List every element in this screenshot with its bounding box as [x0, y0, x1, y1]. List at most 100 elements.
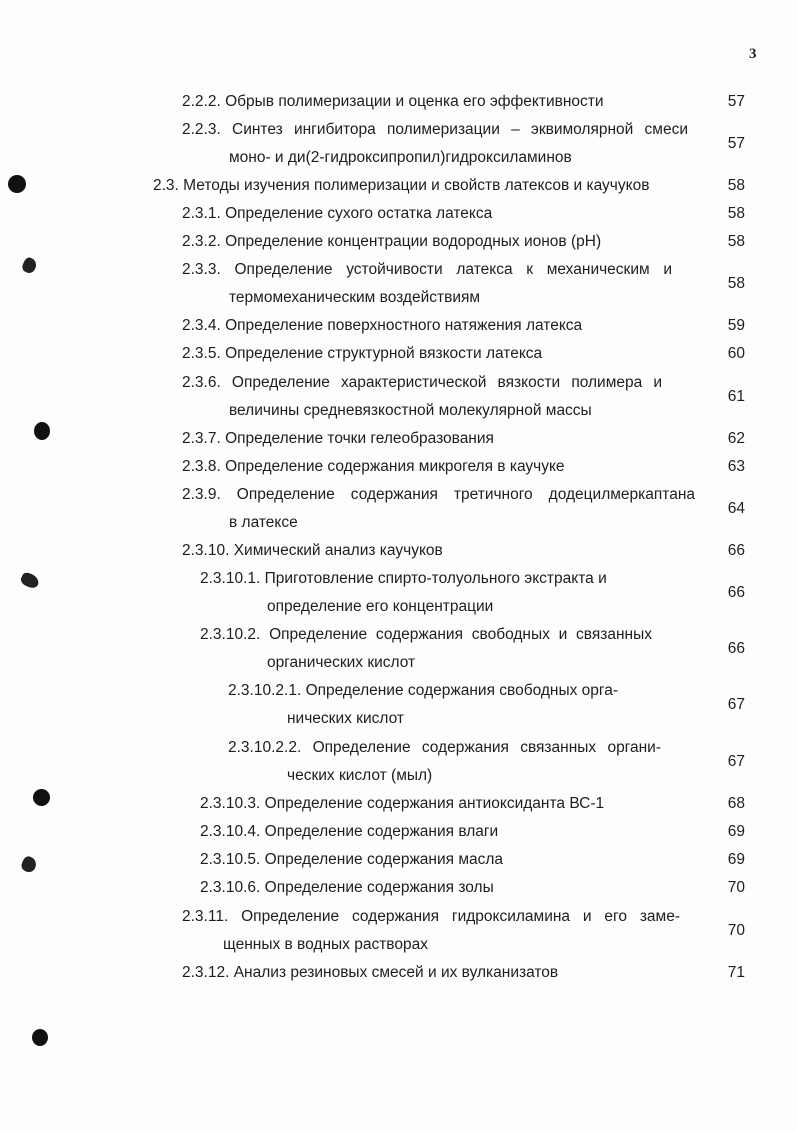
toc-entry-number: 2.3.10.4. [200, 823, 261, 840]
toc-entry-text: Определение содержания антиоксиданта ВС-… [264, 795, 605, 812]
toc-page-number: 70 [727, 922, 745, 939]
toc-entry-text: Определение структурной вязкости латекса [225, 345, 543, 362]
toc-entry-number: 2.2.3. [182, 121, 221, 138]
toc-page-number: 62 [727, 430, 745, 447]
toc-page-number: 59 [727, 317, 745, 334]
toc-entry-title: 2.3.7. Определение точки гелеобразования [182, 430, 494, 448]
toc-entry-text: Определение содержания третичного додеци… [236, 486, 696, 503]
toc-entry-text: Определение содержания микрогеля в каучу… [225, 458, 565, 475]
toc-entry-text: Обрыв полимеризации и оценка его эффекти… [225, 93, 604, 110]
toc-entry-title: 2.3.5. Определение структурной вязкости … [182, 345, 542, 363]
toc-entry-number: 2.3.10. [182, 542, 230, 559]
toc-entry-text: Определение точки гелеобразования [225, 430, 494, 447]
toc-entry-title: 2.3.10.2. Определение содержания свободн… [200, 626, 652, 644]
toc-entry-title: 2.3. Методы изучения полимеризации и сво… [153, 177, 649, 195]
toc-entry-title: 2.2.2. Обрыв полимеризации и оценка его … [182, 93, 604, 111]
toc-entry-text: Приготовление спирто-толуольного экстрак… [264, 570, 607, 587]
toc-entry-text: Анализ резиновых смесей и их вулканизато… [233, 964, 559, 981]
toc-entry-title: 2.3.10.4. Определение содержания влаги [200, 823, 498, 841]
toc-entry-title: 2.3.8. Определение содержания микрогеля … [182, 458, 565, 476]
toc-page-number: 58 [727, 177, 745, 194]
toc-page-number: 66 [727, 542, 745, 559]
toc-entry-continuation: органических кислот [267, 654, 416, 671]
toc-entry-text: Определение содержания связанных органи- [312, 739, 661, 756]
toc-entry-text: Определение содержания влаги [264, 823, 499, 840]
toc-entry-text: Химический анализ каучуков [233, 542, 443, 559]
toc-page-number: 63 [727, 458, 745, 475]
toc-entry-continuation: щенных в водных растворах [223, 936, 428, 953]
toc-page-number: 66 [727, 640, 745, 657]
toc-entry-title: 2.3.2. Определение концентрации водородн… [182, 233, 601, 251]
toc-page-number: 69 [727, 851, 745, 868]
toc-entry-number: 2.3. [153, 177, 179, 194]
toc-entry-title: 2.3.9. Определение содержания третичного… [182, 486, 695, 504]
toc-entry-number: 2.2.2. [182, 93, 221, 110]
toc-entry-text: Определение характеристической вязкости … [231, 374, 662, 391]
toc-entry-title: 2.3.10.2.1. Определение содержания свобо… [228, 682, 618, 700]
toc-entry-text: Определение содержания гидроксиламина и … [241, 908, 680, 925]
toc-entry-number: 2.3.12. [182, 964, 230, 981]
toc-page-number: 57 [727, 93, 745, 110]
toc-page-number: 60 [727, 345, 745, 362]
punch-hole-mark [34, 422, 50, 440]
toc-entry-number: 2.3.4. [182, 317, 221, 334]
toc-entry-number: 2.3.5. [182, 345, 221, 362]
toc-page-number: 58 [727, 275, 745, 292]
toc-entry-number: 2.3.2. [182, 233, 221, 250]
toc-entry-title: 2.3.11. Определение содержания гидроксил… [182, 908, 680, 926]
toc-entry-number: 2.3.10.6. [200, 879, 261, 896]
toc-entry-continuation: термомеханическим воздействиям [229, 289, 481, 306]
page-number: 3 [749, 46, 757, 62]
toc-entry-number: 2.3.7. [182, 430, 221, 447]
toc-entry-continuation: в латексе [229, 514, 298, 531]
toc-page-number: 68 [727, 795, 745, 812]
toc-entry-text: Определение содержания золы [264, 879, 494, 896]
punch-hole-mark [8, 175, 26, 193]
toc-entry-number: 2.3.1. [182, 205, 221, 222]
toc-page-number: 71 [727, 964, 745, 981]
toc-entry-title: 2.3.4. Определение поверхностного натяже… [182, 317, 582, 335]
toc-entry-continuation: величины средневязкостной молекулярной м… [229, 402, 592, 419]
toc-page-number: 58 [727, 233, 745, 250]
toc-entry-number: 2.3.10.1. [200, 570, 261, 587]
toc-page-number: 58 [727, 205, 745, 222]
toc-entry-title: 2.2.3. Синтез ингибитора полимеризации –… [182, 121, 688, 139]
toc-page-number: 67 [727, 696, 745, 713]
toc-entry-text: Методы изучения полимеризации и свойств … [183, 177, 650, 194]
toc-entry-number: 2.3.10.2.1. [228, 682, 302, 699]
ink-smudge [20, 255, 39, 276]
toc-entry-text: Определение содержания масла [264, 851, 504, 868]
toc-page-number: 67 [727, 753, 745, 770]
toc-page-number: 64 [727, 500, 745, 517]
toc-entry-text: Определение сухого остатка латекса [225, 205, 493, 222]
toc-entry-title: 2.3.10.3. Определение содержания антиокс… [200, 795, 604, 813]
toc-entry-title: 2.3.10.5. Определение содержания масла [200, 851, 503, 869]
toc-entry-text: Определение содержания свободных орга- [305, 682, 619, 699]
toc-entry-title: 2.3.10.6. Определение содержания золы [200, 879, 494, 897]
toc-entry-text: Определение поверхностного натяжения лат… [225, 317, 583, 334]
toc-entry-continuation: нических кислот [287, 710, 404, 727]
toc-entry-text: Синтез ингибитора полимеризации – эквимо… [232, 121, 688, 138]
toc-entry-title: 2.3.10.2.2. Определение содержания связа… [228, 739, 661, 757]
toc-entry-number: 2.3.9. [182, 486, 221, 503]
toc-entry-number: 2.3.10.2. [200, 626, 261, 643]
toc-page-number: 61 [727, 388, 745, 405]
toc-entry-continuation: определение его концентрации [267, 598, 494, 615]
toc-entry-title: 2.3.12. Анализ резиновых смесей и их вул… [182, 964, 558, 982]
toc-entry-continuation: моно- и ди(2-гидроксипропил)гидроксилами… [229, 149, 572, 166]
toc-entry-text: Определение содержания свободных и связа… [269, 626, 652, 643]
toc-page-number: 66 [727, 584, 745, 601]
toc-entry-title: 2.3.3. Определение устойчивости латекса … [182, 261, 672, 279]
toc-entry-text: Определение устойчивости латекса к механ… [234, 261, 673, 278]
toc-entry-title: 2.3.10.1. Приготовление спирто-толуольно… [200, 570, 607, 588]
toc-entry-continuation: ческих кислот (мыл) [287, 767, 433, 784]
ink-smudge [19, 854, 39, 875]
toc-entry-number: 2.3.10.2.2. [228, 739, 302, 756]
toc-entry-number: 2.3.10.3. [200, 795, 261, 812]
toc-entry-number: 2.3.10.5. [200, 851, 261, 868]
toc-entry-number: 2.3.6. [182, 374, 221, 391]
toc-entry-text: Определение концентрации водородных ионо… [225, 233, 602, 250]
toc-entry-number: 2.3.11. [182, 908, 229, 925]
toc-entry-title: 2.3.1. Определение сухого остатка латекс… [182, 205, 492, 223]
punch-hole-mark [32, 1029, 48, 1046]
